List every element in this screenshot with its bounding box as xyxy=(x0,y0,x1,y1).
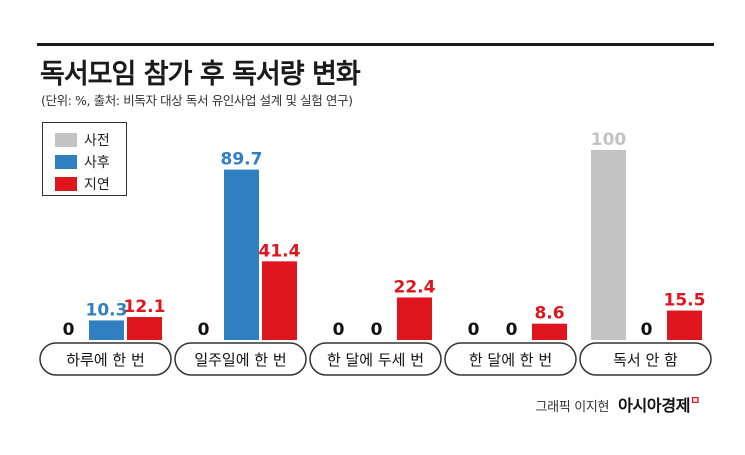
category-label-2: 일주일에 한 번 xyxy=(194,351,286,369)
category-pill-2 xyxy=(174,342,307,376)
bar-label-delayed-2: 41.4 xyxy=(259,241,301,261)
bar-after-1 xyxy=(89,320,124,340)
legend-item-delayed: 지연 xyxy=(55,174,110,194)
bar-label-after-3: 0 xyxy=(371,320,383,340)
brand-logo: 아시아경제ㅁ xyxy=(618,394,700,415)
category-pill-1 xyxy=(39,342,172,376)
category-pill-4 xyxy=(444,342,577,376)
bar-label-delayed-4: 8.6 xyxy=(534,304,564,324)
legend-swatch-after xyxy=(55,155,77,169)
category-pill-5 xyxy=(579,342,712,376)
legend-swatch-delayed xyxy=(55,177,77,191)
brand-name: 아시아경제 xyxy=(618,396,691,415)
bar-label-before-5: 100 xyxy=(591,130,627,150)
bar-delayed-1 xyxy=(127,317,162,340)
bar-label-before-2: 0 xyxy=(198,320,210,340)
category-label-1: 하루에 한 번 xyxy=(66,351,145,369)
legend-label-delayed: 지연 xyxy=(84,177,110,193)
bar-label-after-2: 89.7 xyxy=(221,150,263,170)
chart-title: 독서모임 참가 후 독서량 변화 xyxy=(40,59,361,90)
legend-item-before: 사전 xyxy=(55,130,110,150)
bar-label-delayed-1: 12.1 xyxy=(124,297,166,317)
bar-before-5 xyxy=(591,150,626,340)
brand-mark-icon: ㅁ xyxy=(690,394,700,407)
legend-swatch-before xyxy=(55,133,77,147)
legend-item-after: 사후 xyxy=(55,152,110,172)
bar-label-delayed-5: 15.5 xyxy=(664,291,706,311)
top-rule xyxy=(37,43,714,46)
credit-line: 그래픽 이지현 아시아경제ㅁ xyxy=(535,392,700,416)
bar-label-after-5: 0 xyxy=(641,320,653,340)
bar-label-after-1: 10.3 xyxy=(86,300,128,320)
bar-delayed-5 xyxy=(667,310,702,340)
category-label-5: 독서 안 함 xyxy=(613,351,678,369)
bar-label-before-3: 0 xyxy=(333,320,345,340)
bar-after-2 xyxy=(224,169,259,340)
bar-label-before-1: 0 xyxy=(63,320,75,340)
category-label-3: 한 달에 두세 번 xyxy=(327,351,424,369)
bar-label-before-4: 0 xyxy=(468,320,480,340)
bar-label-delayed-3: 22.4 xyxy=(394,277,436,297)
credit-text: 그래픽 이지현 xyxy=(535,400,610,415)
legend-label-after: 사후 xyxy=(84,155,110,171)
chart-subtitle: (단위: %, 출처: 비독자 대상 독서 유인사업 설계 및 실험 연구) xyxy=(41,93,353,108)
category-pill-3 xyxy=(309,342,442,376)
bar-label-after-4: 0 xyxy=(506,320,518,340)
category-label-4: 한 달에 한 번 xyxy=(469,351,552,369)
bar-delayed-2 xyxy=(262,261,297,340)
bar-delayed-3 xyxy=(397,297,432,340)
legend-label-before: 사전 xyxy=(84,133,110,149)
bar-delayed-4 xyxy=(532,323,567,340)
legend: 사전 사후 지연 xyxy=(42,122,127,196)
